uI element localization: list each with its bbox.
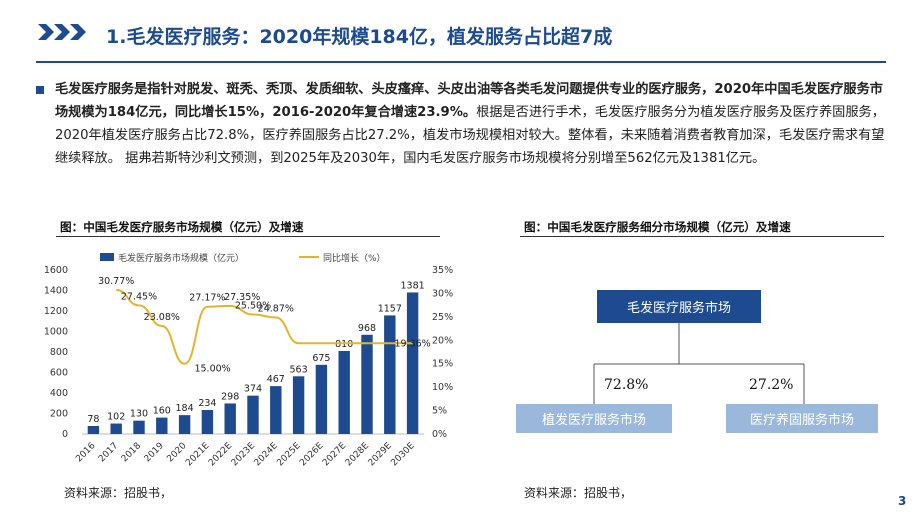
bar-2022E (224, 403, 236, 434)
y-right-tick-label: 5% (432, 406, 447, 417)
bar-value-label: 675 (312, 353, 330, 364)
x-tick-label: 2017 (97, 441, 120, 464)
left-chart-caption: 图：中国毛发医疗服务市场规模（亿元）及增速 (60, 220, 304, 234)
bar-2026E (315, 364, 328, 434)
bar-value-label: 160 (153, 406, 171, 417)
medical-care-share: 27.2% (749, 377, 794, 393)
y-left-tick-label: 0 (62, 429, 68, 440)
y-left-tick-label: 1600 (44, 265, 68, 276)
x-tick-label: 2016 (74, 441, 97, 464)
bar-value-label: 130 (130, 409, 148, 420)
x-tick-label: 2027E (321, 441, 349, 469)
right-caption-divider (520, 236, 884, 237)
hair-transplant-share: 72.8% (604, 377, 649, 393)
bar-value-label: 968 (358, 323, 376, 334)
x-tick-label: 2030E (389, 441, 417, 469)
y-right-tick-label: 20% (432, 335, 453, 346)
y-left-tick-label: 800 (50, 347, 68, 358)
body-normal-text: 根据是否进行手术，毛发医疗服务分为植发医疗服务及医疗养固服务，2020年植发医疗… (55, 105, 885, 166)
bar-2023E (247, 395, 259, 434)
legend-bar-swatch (100, 253, 114, 261)
growth-rate-label: 19.36% (394, 338, 430, 349)
x-tick-label: 2026E (298, 441, 326, 469)
tree-right-box: 医疗养固服务市场 (726, 404, 878, 433)
bar-2017 (110, 423, 122, 434)
x-tick-label: 2021E (184, 441, 212, 469)
bar-2025E (292, 376, 305, 434)
tree-connectors (593, 323, 805, 404)
bar-2030E (406, 292, 419, 434)
page-number: 3 (898, 494, 907, 508)
legend-bar-label: 毛发医疗服务市场规模（亿元） (118, 252, 244, 264)
bar-value-label: 234 (198, 398, 216, 409)
growth-rate-label: 15.00% (194, 364, 230, 375)
growth-rate-label: 27.35% (224, 292, 260, 303)
bar-value-label: 102 (107, 412, 125, 423)
y-left-tick-label: 600 (50, 368, 68, 379)
body-paragraph: 毛发医疗服务是指针对脱发、斑秃、秃顶、发质细软、头皮瘙痒、头皮出油等各类毛发问题… (55, 78, 890, 170)
bar-2016 (87, 426, 100, 434)
growth-rate-label: 27.17% (189, 293, 225, 304)
bar-value-label: 298 (221, 391, 239, 402)
growth-rate-line (116, 288, 413, 365)
y-right-tick-label: 25% (432, 312, 453, 323)
bullet-square-icon (36, 86, 44, 94)
growth-rate-label: 30.77% (98, 276, 134, 287)
growth-rate-label: 23.08% (144, 312, 180, 323)
x-tick-label: 2029E (367, 441, 395, 469)
growth-rate-label: 27.45% (121, 291, 157, 302)
right-source-note: 资料来源：招股书， (524, 486, 633, 500)
right-chart-caption: 图：中国毛发医疗服务细分市场规模（亿元）及增速 (524, 220, 791, 234)
bar-value-label: 467 (267, 374, 285, 385)
bar-value-label: 184 (176, 403, 194, 414)
y-left-tick-label: 200 (50, 409, 68, 420)
bar-2018 (133, 420, 145, 434)
x-tick-label: 2018 (120, 441, 143, 464)
y-right-tick-label: 10% (432, 382, 453, 393)
y-left-tick-label: 1200 (44, 306, 68, 317)
title-bar: 1.毛发医疗服务：2020年规模184亿，植发服务占比超7成 (0, 0, 920, 62)
growth-rate-label: 25.50% (235, 301, 271, 312)
bar-value-label: 374 (244, 384, 262, 395)
bar-2028E (361, 334, 373, 434)
bar-2027E (338, 350, 350, 434)
bar-2024E (270, 386, 282, 434)
y-right-tick-label: 0% (432, 429, 447, 440)
x-tick-label: 2019 (143, 441, 166, 464)
title-divider (36, 61, 886, 63)
x-tick-label: 2022E (207, 441, 235, 469)
y-right-tick-label: 35% (432, 265, 453, 276)
left-caption-divider (56, 236, 440, 237)
y-left-tick-label: 1400 (44, 286, 68, 297)
tree-root-box: 毛发医疗服务市场 (597, 290, 761, 323)
bar-value-label: 810 (335, 339, 353, 350)
y-left-tick-label: 1000 (44, 327, 68, 338)
page-title: 1.毛发医疗服务：2020年规模184亿，植发服务占比超7成 (106, 26, 613, 48)
bar-2020 (178, 415, 191, 434)
legend-line-label: 同比增长（%） (323, 252, 386, 264)
y-right-tick-label: 30% (432, 288, 453, 299)
bar-value-label: 78 (87, 414, 99, 425)
bar-value-label: 563 (290, 364, 308, 375)
market-size-chart: 毛发医疗服务市场规模（亿元） 同比增长（%） 0 200 400 600 800 1000 12… (44, 252, 453, 469)
bar-2029E (384, 315, 396, 434)
tree-left-box: 植发医疗服务市场 (516, 404, 672, 433)
y-right-tick-label: 15% (432, 359, 453, 370)
x-tick-label: 2028E (344, 441, 372, 469)
bar-value-label: 1381 (401, 280, 425, 291)
x-tick-label: 2025E (275, 441, 303, 469)
bar-2019 (156, 417, 168, 434)
x-tick-label: 2024E (253, 441, 281, 469)
growth-rate-label: 24.87% (258, 303, 294, 314)
left-source-note: 资料来源：招股书， (64, 486, 173, 500)
bar-value-label: 1157 (378, 303, 402, 314)
x-tick-label: 2023E (230, 441, 258, 469)
y-left-tick-label: 400 (50, 388, 68, 399)
chevron-arrows-icon (38, 24, 86, 40)
body-bold-text: 毛发医疗服务是指针对脱发、斑秃、秃顶、发质细软、头皮瘙痒、头皮出油等各类毛发问题… (55, 82, 883, 120)
bar-2021E (201, 410, 214, 434)
